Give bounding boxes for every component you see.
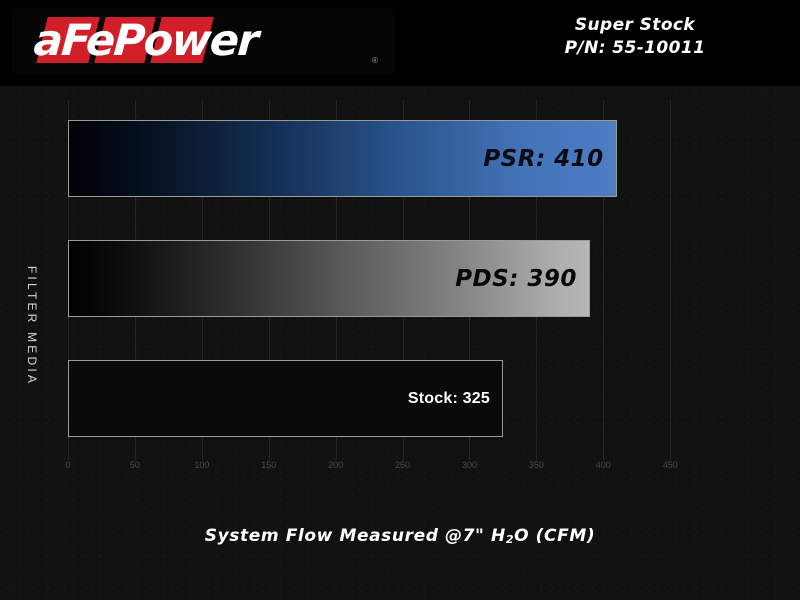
bar-pds: PDS: 390 xyxy=(68,240,590,317)
header-bar: aFePower ® Super Stock P/N: 55-10011 xyxy=(0,0,800,86)
bar-psr-label: PSR: 410 xyxy=(483,145,604,172)
x-tick-150: 150 xyxy=(261,460,277,470)
x-tick-300: 300 xyxy=(461,460,477,470)
x-tick-250: 250 xyxy=(395,460,411,470)
x-axis-caption: System Flow Measured @7" H2O (CFM) xyxy=(0,526,800,546)
x-tick-350: 350 xyxy=(528,460,544,470)
product-name: Super Stock xyxy=(574,15,696,35)
gridline-450 xyxy=(670,100,672,460)
x-tick-50: 50 xyxy=(129,460,140,470)
x-tick-200: 200 xyxy=(328,460,344,470)
caption-prefix: System Flow Measured @7" H xyxy=(204,526,506,546)
chart-plot-area: PSR: 410 PDS: 390 Stock: 325 0 50 100 150 20… xyxy=(0,86,800,600)
part-number: P/N: 55-10011 xyxy=(564,38,706,58)
x-tick-450: 450 xyxy=(662,460,678,470)
product-info: Super Stock P/N: 55-10011 xyxy=(470,14,800,60)
registered-trademark-icon: ® xyxy=(372,56,378,65)
x-axis-tick-labels: 0 50 100 150 200 250 300 350 400 450 xyxy=(0,460,800,484)
chart-bars: PSR: 410 PDS: 390 Stock: 325 xyxy=(68,100,768,460)
afe-power-logo: aFePower ® xyxy=(12,8,394,74)
x-tick-400: 400 xyxy=(595,460,611,470)
caption-suffix: O (CFM) xyxy=(514,526,596,546)
bar-stock-label: Stock: 325 xyxy=(407,389,490,407)
bar-stock: Stock: 325 xyxy=(68,360,503,437)
y-axis-title-text: FILTER MEDIA xyxy=(25,265,39,387)
logo-wordmark: aFePower xyxy=(32,16,260,66)
x-tick-100: 100 xyxy=(194,460,210,470)
y-axis-title: FILTER MEDIA xyxy=(22,206,42,446)
bar-pds-label: PDS: 390 xyxy=(455,265,577,292)
caption-subscript: 2 xyxy=(505,533,515,546)
x-tick-0: 0 xyxy=(65,460,71,470)
bar-psr: PSR: 410 xyxy=(68,120,617,197)
gridline-400 xyxy=(603,100,605,460)
